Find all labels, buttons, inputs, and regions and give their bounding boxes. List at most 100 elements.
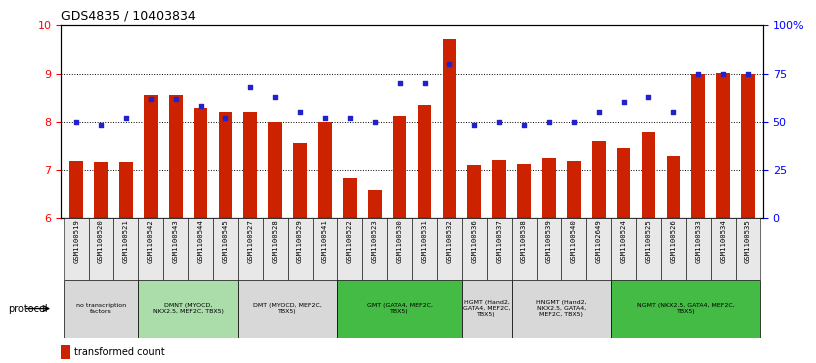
Bar: [238, 218, 263, 280]
Bar: [542, 158, 556, 218]
Bar: [667, 156, 681, 218]
Bar: [243, 112, 257, 218]
Bar: [437, 218, 462, 280]
Point: [543, 119, 556, 125]
Text: GSM1100535: GSM1100535: [745, 220, 751, 264]
Point: [716, 70, 730, 76]
Bar: [193, 108, 207, 218]
Text: GSM1100525: GSM1100525: [645, 220, 651, 264]
Bar: [238, 280, 338, 338]
Bar: [617, 148, 631, 218]
Bar: [213, 218, 238, 280]
Bar: [492, 160, 506, 218]
Text: GSM1100523: GSM1100523: [372, 220, 378, 264]
Bar: [69, 161, 83, 218]
Point: [368, 119, 381, 125]
Point: [194, 103, 207, 109]
Bar: [368, 190, 382, 218]
Bar: [388, 218, 412, 280]
Bar: [711, 218, 735, 280]
Text: GSM1100527: GSM1100527: [247, 220, 253, 264]
Bar: [512, 280, 611, 338]
Point: [318, 115, 331, 121]
Text: GSM1100542: GSM1100542: [148, 220, 153, 264]
Bar: [61, 345, 69, 359]
Bar: [94, 163, 108, 218]
Point: [244, 84, 257, 90]
Bar: [144, 95, 157, 218]
Bar: [343, 178, 357, 218]
Bar: [313, 218, 338, 280]
Point: [268, 94, 282, 99]
Point: [517, 123, 530, 129]
Bar: [219, 112, 233, 218]
Bar: [169, 95, 183, 218]
Point: [393, 80, 406, 86]
Text: GSM1100524: GSM1100524: [621, 220, 627, 264]
Text: GDS4835 / 10403834: GDS4835 / 10403834: [61, 10, 196, 23]
Point: [642, 94, 655, 99]
Bar: [268, 122, 282, 218]
Text: no transcription
factors: no transcription factors: [76, 303, 126, 314]
Bar: [517, 164, 531, 218]
Point: [169, 95, 182, 101]
Bar: [735, 218, 761, 280]
Bar: [392, 116, 406, 218]
Bar: [288, 218, 313, 280]
Point: [567, 119, 580, 125]
Bar: [685, 218, 711, 280]
Point: [443, 61, 456, 67]
Bar: [139, 218, 163, 280]
Text: GSM1100521: GSM1100521: [123, 220, 129, 264]
Bar: [338, 280, 462, 338]
Bar: [512, 218, 536, 280]
Point: [692, 70, 705, 76]
Text: GSM1100536: GSM1100536: [472, 220, 477, 264]
Point: [667, 109, 680, 115]
Text: GSM1100539: GSM1100539: [546, 220, 552, 264]
Bar: [64, 218, 89, 280]
Point: [69, 119, 82, 125]
Point: [294, 109, 307, 115]
Text: protocol: protocol: [8, 303, 48, 314]
Text: GSM1100530: GSM1100530: [397, 220, 402, 264]
Point: [119, 115, 132, 121]
Bar: [536, 218, 561, 280]
Bar: [468, 165, 481, 218]
Text: GSM1100543: GSM1100543: [173, 220, 179, 264]
Bar: [611, 280, 761, 338]
Point: [344, 115, 357, 121]
Text: GSM1100541: GSM1100541: [322, 220, 328, 264]
Bar: [741, 74, 755, 218]
Bar: [293, 143, 307, 218]
Text: GSM1100540: GSM1100540: [571, 220, 577, 264]
Bar: [691, 73, 705, 218]
Bar: [636, 218, 661, 280]
Point: [493, 119, 506, 125]
Bar: [113, 218, 139, 280]
Point: [742, 70, 755, 76]
Text: GSM1100531: GSM1100531: [422, 220, 428, 264]
Bar: [64, 280, 139, 338]
Bar: [586, 218, 611, 280]
Bar: [418, 105, 432, 218]
Bar: [188, 218, 213, 280]
Point: [144, 95, 157, 101]
Text: GSM1102649: GSM1102649: [596, 220, 601, 264]
Text: DMT (MYOCD, MEF2C,
TBX5): DMT (MYOCD, MEF2C, TBX5): [253, 303, 322, 314]
Bar: [338, 218, 362, 280]
Text: GSM1100538: GSM1100538: [521, 220, 527, 264]
Bar: [163, 218, 188, 280]
Bar: [263, 218, 288, 280]
Point: [617, 99, 630, 105]
Text: GSM1100529: GSM1100529: [297, 220, 303, 264]
Bar: [119, 162, 133, 218]
Bar: [462, 218, 486, 280]
Point: [95, 123, 108, 129]
Bar: [89, 218, 113, 280]
Bar: [592, 141, 605, 218]
Point: [468, 123, 481, 129]
Text: HGMT (Hand2,
GATA4, MEF2C,
TBX5): HGMT (Hand2, GATA4, MEF2C, TBX5): [463, 300, 511, 317]
Text: GSM1100519: GSM1100519: [73, 220, 79, 264]
Bar: [442, 39, 456, 218]
